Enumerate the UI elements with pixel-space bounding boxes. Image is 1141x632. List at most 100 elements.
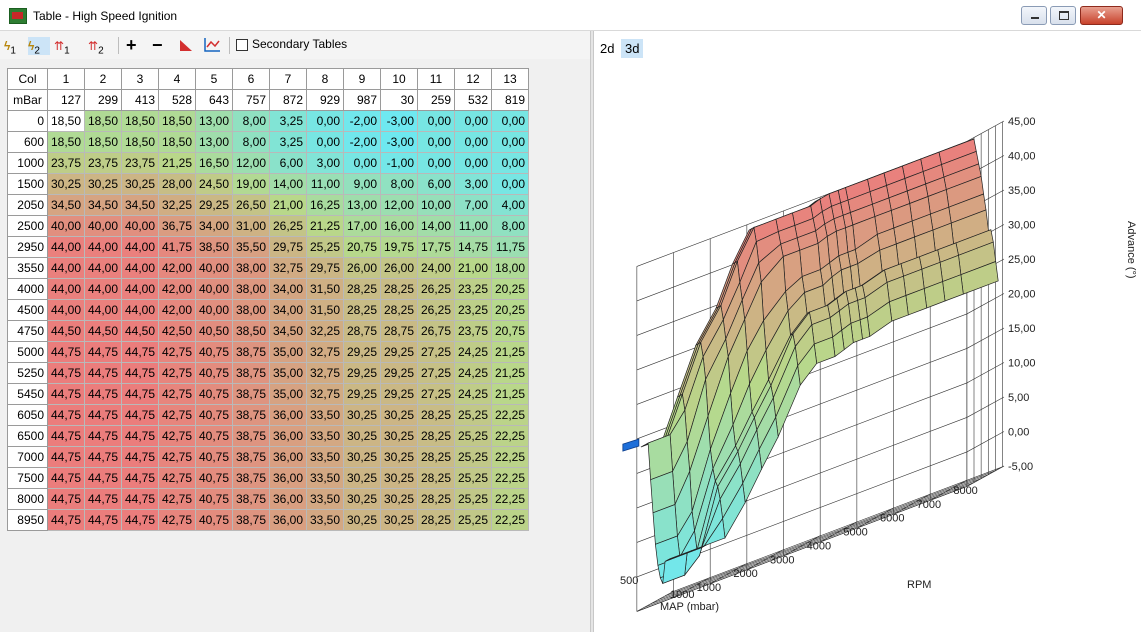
table-cell[interactable]: 19,00 xyxy=(232,173,270,195)
table-cell[interactable]: 40,75 xyxy=(195,509,233,531)
table-cell[interactable]: 25,25 xyxy=(454,425,492,447)
table-cell[interactable]: 44,00 xyxy=(121,236,159,258)
table-cell[interactable]: 44,75 xyxy=(47,383,85,405)
table-cell[interactable]: 31,50 xyxy=(306,278,344,300)
table-cell[interactable]: 28,25 xyxy=(417,467,455,489)
table-cell[interactable]: 22,25 xyxy=(491,509,529,531)
table-cell[interactable]: 44,75 xyxy=(84,362,122,384)
table-cell[interactable]: 21,25 xyxy=(491,341,529,363)
table-cell[interactable]: 30,25 xyxy=(380,446,418,468)
table-cell[interactable]: 24,25 xyxy=(454,362,492,384)
table-cell[interactable]: 0,00 xyxy=(454,152,492,174)
table-cell[interactable]: 26,25 xyxy=(417,299,455,321)
table-cell[interactable]: 28,25 xyxy=(343,299,381,321)
table-cell[interactable]: 17,00 xyxy=(343,215,381,237)
tab-2d[interactable]: 2d xyxy=(600,41,615,56)
table-cell[interactable]: 18,50 xyxy=(84,110,122,132)
table-cell[interactable]: 25,25 xyxy=(454,446,492,468)
table-cell[interactable]: 19,75 xyxy=(380,236,418,258)
table-cell[interactable]: 28,25 xyxy=(417,425,455,447)
table-cell[interactable]: 44,00 xyxy=(121,278,159,300)
row-header[interactable]: 6500 xyxy=(7,425,48,447)
table-cell[interactable]: 4,00 xyxy=(491,194,529,216)
table-cell[interactable]: 30,25 xyxy=(343,446,381,468)
table-cell[interactable]: 28,25 xyxy=(380,299,418,321)
row-header[interactable]: 0 xyxy=(7,110,48,132)
table-cell[interactable]: 20,25 xyxy=(491,299,529,321)
table-cell[interactable]: 23,75 xyxy=(84,152,122,174)
table-cell[interactable]: -3,00 xyxy=(380,131,418,153)
row-header[interactable]: 4750 xyxy=(7,320,48,342)
column-header[interactable]: 4 xyxy=(158,68,196,90)
table-cell[interactable]: 38,75 xyxy=(232,383,270,405)
increase-button[interactable]: + xyxy=(126,36,142,55)
table-cell[interactable]: 11,00 xyxy=(454,215,492,237)
table-cell[interactable]: 18,50 xyxy=(121,110,159,132)
table-cell[interactable]: 38,50 xyxy=(232,320,270,342)
table-cell[interactable]: 33,50 xyxy=(306,488,344,510)
table-cell[interactable]: 28,25 xyxy=(380,278,418,300)
table-cell[interactable]: 38,75 xyxy=(232,404,270,426)
table-cell[interactable]: 44,75 xyxy=(84,404,122,426)
mbar-cell[interactable]: 30 xyxy=(380,89,418,111)
table-cell[interactable]: 42,75 xyxy=(158,509,196,531)
table-cell[interactable]: 23,75 xyxy=(121,152,159,174)
table-cell[interactable]: 38,75 xyxy=(232,488,270,510)
table-cell[interactable]: 18,50 xyxy=(158,131,196,153)
table-cell[interactable]: 44,00 xyxy=(47,278,85,300)
table-cell[interactable]: 28,25 xyxy=(417,509,455,531)
table-cell[interactable]: 42,00 xyxy=(158,299,196,321)
table-cell[interactable]: 12,00 xyxy=(380,194,418,216)
table-cell[interactable]: 8,00 xyxy=(491,215,529,237)
table-cell[interactable]: 26,25 xyxy=(417,278,455,300)
table-cell[interactable]: 13,00 xyxy=(195,110,233,132)
table-cell[interactable]: 0,00 xyxy=(491,131,529,153)
mbar-cell[interactable]: 872 xyxy=(269,89,307,111)
table-cell[interactable]: 44,00 xyxy=(47,257,85,279)
row-header[interactable]: 7500 xyxy=(7,467,48,489)
table-cell[interactable]: 40,00 xyxy=(47,215,85,237)
table-cell[interactable]: 30,25 xyxy=(343,404,381,426)
table-cell[interactable]: 36,75 xyxy=(158,215,196,237)
minimize-button[interactable] xyxy=(1021,6,1047,25)
table-cell[interactable]: 26,25 xyxy=(269,215,307,237)
table-cell[interactable]: 33,50 xyxy=(306,509,344,531)
table-cell[interactable]: 44,75 xyxy=(121,404,159,426)
table-cell[interactable]: 44,00 xyxy=(121,257,159,279)
table-cell[interactable]: 13,00 xyxy=(195,131,233,153)
table-cell[interactable]: 38,75 xyxy=(232,446,270,468)
table-cell[interactable]: 40,75 xyxy=(195,362,233,384)
table-cell[interactable]: 8,00 xyxy=(232,110,270,132)
table-cell[interactable]: 3,25 xyxy=(269,110,307,132)
table-cell[interactable]: 44,75 xyxy=(121,425,159,447)
table-cell[interactable]: 29,25 xyxy=(343,362,381,384)
table-cell[interactable]: 36,00 xyxy=(269,467,307,489)
table-cell[interactable]: 44,75 xyxy=(84,509,122,531)
row-header[interactable]: 8950 xyxy=(7,509,48,531)
table-cell[interactable]: 11,00 xyxy=(306,173,344,195)
column-header[interactable]: 11 xyxy=(417,68,455,90)
table-cell[interactable]: 25,25 xyxy=(454,488,492,510)
table-cell[interactable]: 18,50 xyxy=(47,110,85,132)
table-cell[interactable]: 40,00 xyxy=(195,257,233,279)
table-cell[interactable]: 44,50 xyxy=(121,320,159,342)
table-cell[interactable]: 40,00 xyxy=(195,299,233,321)
table-cell[interactable]: 29,75 xyxy=(269,236,307,258)
mbar-cell[interactable]: 413 xyxy=(121,89,159,111)
table-cell[interactable]: 44,75 xyxy=(121,383,159,405)
table-cell[interactable]: 7,00 xyxy=(454,194,492,216)
table-cell[interactable]: 42,00 xyxy=(158,257,196,279)
decrease-button[interactable]: − xyxy=(152,36,168,55)
table-cell[interactable]: 21,25 xyxy=(306,215,344,237)
row-header[interactable]: 3550 xyxy=(7,257,48,279)
row-header[interactable]: 5250 xyxy=(7,362,48,384)
table-cell[interactable]: 10,00 xyxy=(417,194,455,216)
table-cell[interactable]: 44,75 xyxy=(84,341,122,363)
mbar-cell[interactable]: 299 xyxy=(84,89,122,111)
table-cell[interactable]: 38,00 xyxy=(232,278,270,300)
table-cell[interactable]: 0,00 xyxy=(454,131,492,153)
table-cell[interactable]: 32,25 xyxy=(306,320,344,342)
table-cell[interactable]: 33,50 xyxy=(306,467,344,489)
table-cell[interactable]: 44,00 xyxy=(84,236,122,258)
table-cell[interactable]: 16,50 xyxy=(195,152,233,174)
